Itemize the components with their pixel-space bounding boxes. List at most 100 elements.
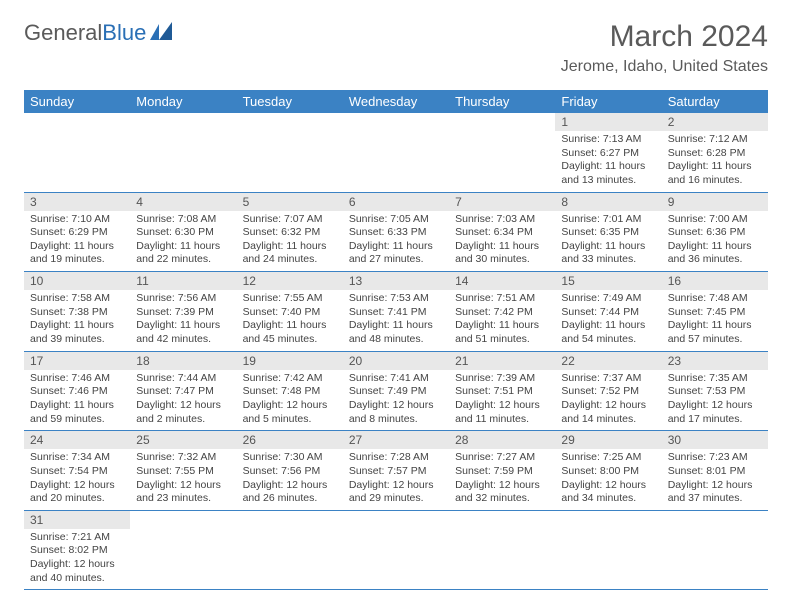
daylight-line: Daylight: 11 hours and 45 minutes.	[243, 319, 337, 346]
day-cell: 31Sunrise: 7:21 AMSunset: 8:02 PMDayligh…	[24, 510, 130, 590]
daylight-line: Daylight: 11 hours and 39 minutes.	[30, 319, 124, 346]
empty-cell	[449, 113, 555, 192]
daylight-line: Daylight: 12 hours and 40 minutes.	[30, 558, 124, 585]
day-info: Sunrise: 7:49 AMSunset: 7:44 PMDaylight:…	[555, 290, 661, 351]
sunrise-line: Sunrise: 7:56 AM	[136, 292, 230, 306]
day-cell: 27Sunrise: 7:28 AMSunset: 7:57 PMDayligh…	[343, 431, 449, 511]
day-info: Sunrise: 7:34 AMSunset: 7:54 PMDaylight:…	[24, 449, 130, 510]
day-cell: 16Sunrise: 7:48 AMSunset: 7:45 PMDayligh…	[662, 272, 768, 352]
day-cell: 20Sunrise: 7:41 AMSunset: 7:49 PMDayligh…	[343, 351, 449, 431]
day-info: Sunrise: 7:32 AMSunset: 7:55 PMDaylight:…	[130, 449, 236, 510]
sunset-line: Sunset: 7:39 PM	[136, 306, 230, 320]
day-number: 17	[24, 352, 130, 370]
sunset-line: Sunset: 6:28 PM	[668, 147, 762, 161]
day-info: Sunrise: 7:41 AMSunset: 7:49 PMDaylight:…	[343, 370, 449, 431]
sunrise-line: Sunrise: 7:58 AM	[30, 292, 124, 306]
day-info: Sunrise: 7:35 AMSunset: 7:53 PMDaylight:…	[662, 370, 768, 431]
day-info: Sunrise: 7:07 AMSunset: 6:32 PMDaylight:…	[237, 211, 343, 272]
daylight-line: Daylight: 11 hours and 36 minutes.	[668, 240, 762, 267]
day-number: 6	[343, 193, 449, 211]
daylight-line: Daylight: 12 hours and 2 minutes.	[136, 399, 230, 426]
day-cell: 13Sunrise: 7:53 AMSunset: 7:41 PMDayligh…	[343, 272, 449, 352]
week-row: 3Sunrise: 7:10 AMSunset: 6:29 PMDaylight…	[24, 192, 768, 272]
weekday-header: Saturday	[662, 90, 768, 113]
day-number: 5	[237, 193, 343, 211]
sunrise-line: Sunrise: 7:35 AM	[668, 372, 762, 386]
day-cell: 7Sunrise: 7:03 AMSunset: 6:34 PMDaylight…	[449, 192, 555, 272]
weekday-header: Friday	[555, 90, 661, 113]
empty-cell	[130, 510, 236, 590]
daylight-line: Daylight: 11 hours and 22 minutes.	[136, 240, 230, 267]
daylight-line: Daylight: 12 hours and 29 minutes.	[349, 479, 443, 506]
day-info: Sunrise: 7:05 AMSunset: 6:33 PMDaylight:…	[343, 211, 449, 272]
weekday-header-row: SundayMondayTuesdayWednesdayThursdayFrid…	[24, 90, 768, 113]
day-cell: 8Sunrise: 7:01 AMSunset: 6:35 PMDaylight…	[555, 192, 661, 272]
empty-cell	[130, 113, 236, 192]
sunrise-line: Sunrise: 7:48 AM	[668, 292, 762, 306]
sunset-line: Sunset: 7:56 PM	[243, 465, 337, 479]
sunrise-line: Sunrise: 7:37 AM	[561, 372, 655, 386]
daylight-line: Daylight: 11 hours and 51 minutes.	[455, 319, 549, 346]
sunrise-line: Sunrise: 7:55 AM	[243, 292, 337, 306]
day-number: 11	[130, 272, 236, 290]
sunrise-line: Sunrise: 7:51 AM	[455, 292, 549, 306]
daylight-line: Daylight: 11 hours and 24 minutes.	[243, 240, 337, 267]
daylight-line: Daylight: 11 hours and 16 minutes.	[668, 160, 762, 187]
day-cell: 28Sunrise: 7:27 AMSunset: 7:59 PMDayligh…	[449, 431, 555, 511]
week-row: 17 Sunrise: 7:46 AMSunset: 7:46 PM Dayligh…	[24, 351, 768, 431]
logo: GeneralBlue	[24, 20, 176, 46]
daylight-line: Daylight: 12 hours and 14 minutes.	[561, 399, 655, 426]
empty-cell	[237, 113, 343, 192]
sunrise-line: Sunrise: 7:23 AM	[668, 451, 762, 465]
weekday-header: Monday	[130, 90, 236, 113]
day-cell: 25Sunrise: 7:32 AMSunset: 7:55 PMDayligh…	[130, 431, 236, 511]
day-cell: 19Sunrise: 7:42 AMSunset: 7:48 PMDayligh…	[237, 351, 343, 431]
sunrise-line: Sunrise: 7:07 AM	[243, 213, 337, 227]
sunset-line: Sunset: 7:48 PM	[243, 385, 337, 399]
daylight-line: Daylight: 11 hours and 33 minutes.	[561, 240, 655, 267]
sunset-line: Sunset: 7:41 PM	[349, 306, 443, 320]
day-cell: 22Sunrise: 7:37 AMSunset: 7:52 PMDayligh…	[555, 351, 661, 431]
day-cell: 5Sunrise: 7:07 AMSunset: 6:32 PMDaylight…	[237, 192, 343, 272]
day-number: 14	[449, 272, 555, 290]
weekday-header: Wednesday	[343, 90, 449, 113]
daylight-line: Daylight: 11 hours and 30 minutes.	[455, 240, 549, 267]
empty-cell	[343, 510, 449, 590]
day-number: 19	[237, 352, 343, 370]
sunset-line: Sunset: 7:44 PM	[561, 306, 655, 320]
sunset-line: Sunset: 6:33 PM	[349, 226, 443, 240]
week-row: 1Sunrise: 7:13 AMSunset: 6:27 PMDaylight…	[24, 113, 768, 192]
day-info: Sunrise: 7:37 AMSunset: 7:52 PMDaylight:…	[555, 370, 661, 431]
sunrise-line: Sunrise: 7:08 AM	[136, 213, 230, 227]
calendar-table: SundayMondayTuesdayWednesdayThursdayFrid…	[24, 90, 768, 590]
daylight-line: Daylight: 12 hours and 23 minutes.	[136, 479, 230, 506]
day-info: Sunrise: 7:01 AMSunset: 6:35 PMDaylight:…	[555, 211, 661, 272]
title-block: March 2024 Jerome, Idaho, United States	[561, 20, 768, 76]
day-number: 20	[343, 352, 449, 370]
sunset-line: Sunset: 6:34 PM	[455, 226, 549, 240]
day-cell: 2Sunrise: 7:12 AMSunset: 6:28 PMDaylight…	[662, 113, 768, 192]
sunset-line: Sunset: 6:30 PM	[136, 226, 230, 240]
header: GeneralBlue March 2024 Jerome, Idaho, Un…	[24, 20, 768, 76]
day-cell: 11Sunrise: 7:56 AMSunset: 7:39 PMDayligh…	[130, 272, 236, 352]
weekday-header: Tuesday	[237, 90, 343, 113]
sunrise-line: Sunrise: 7:10 AM	[30, 213, 124, 227]
sunrise-line: Sunrise: 7:21 AM	[30, 531, 124, 545]
day-info: Sunrise: 7:28 AMSunset: 7:57 PMDaylight:…	[343, 449, 449, 510]
day-number: 7	[449, 193, 555, 211]
sunset-line: Sunset: 7:53 PM	[668, 385, 762, 399]
month-title: March 2024	[561, 20, 768, 54]
empty-cell	[555, 510, 661, 590]
day-info: Sunrise: 7:12 AMSunset: 6:28 PMDaylight:…	[662, 131, 768, 192]
empty-cell	[449, 510, 555, 590]
logo-text-1: General	[24, 20, 102, 46]
daylight-line: Daylight: 12 hours and 20 minutes.	[30, 479, 124, 506]
daylight-line: Daylight: 12 hours and 5 minutes.	[243, 399, 337, 426]
day-cell: 3Sunrise: 7:10 AMSunset: 6:29 PMDaylight…	[24, 192, 130, 272]
daylight-line: Daylight: 11 hours and 19 minutes.	[30, 240, 124, 267]
logo-icon	[150, 20, 176, 46]
sunset-line: Sunset: 7:46 PM	[30, 385, 124, 399]
sunset-line: Sunset: 7:51 PM	[455, 385, 549, 399]
sunrise-line: Sunrise: 7:46 AM	[30, 372, 124, 386]
day-number: 2	[662, 113, 768, 131]
